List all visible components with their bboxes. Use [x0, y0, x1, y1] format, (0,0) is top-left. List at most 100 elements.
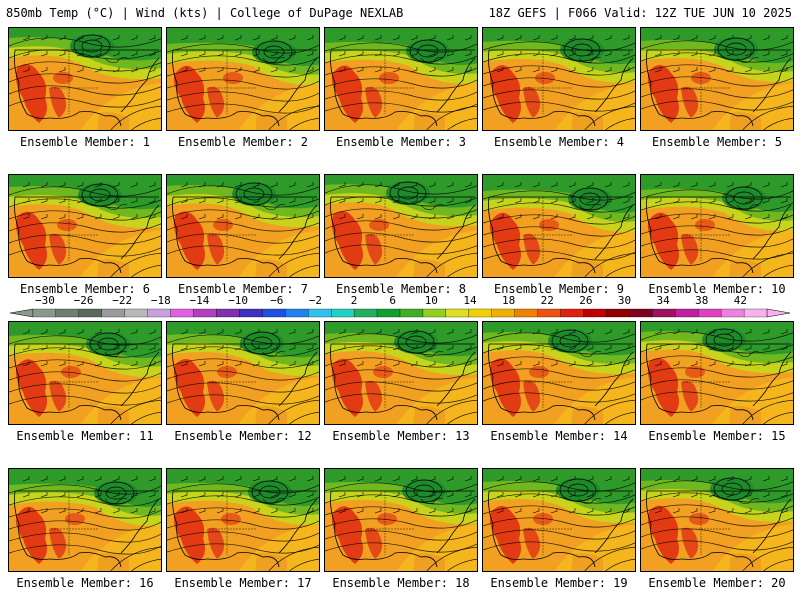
ensemble-member-map-panel: [166, 468, 320, 572]
ensemble-member-label: Ensemble Member: 8: [335, 282, 467, 296]
colorbar-swatch: [78, 308, 102, 318]
colorbar-left-arrow: [9, 308, 34, 318]
colorbar-tick-label: −10: [228, 294, 249, 307]
colorbar-swatch: [331, 308, 355, 318]
ensemble-member-label: Ensemble Member: 5: [651, 135, 783, 149]
temperature-map: [167, 469, 319, 571]
colorbar-swatch: [262, 308, 286, 318]
ensemble-member-map-panel: [324, 27, 478, 131]
temperature-map: [483, 469, 635, 571]
temperature-map: [9, 469, 161, 571]
colorbar-tick-label: 18: [501, 294, 516, 307]
colorbar-swatch: [216, 308, 240, 318]
ensemble-member-map-panel: [166, 321, 320, 425]
temperature-map: [325, 175, 477, 277]
ensemble-member-map-panel: [8, 321, 162, 425]
ensemble-member-label: Ensemble Member: 15: [648, 429, 786, 443]
temperature-map: [641, 469, 793, 571]
ensemble-member-map-panel: [324, 174, 478, 278]
colorbar-swatch: [239, 308, 263, 318]
colorbar-tick-label: 34: [656, 294, 670, 307]
colorbar-swatch: [55, 308, 79, 318]
ensemble-member-label: Ensemble Member: 7: [177, 282, 309, 296]
ensemble-member-label: Ensemble Member: 6: [19, 282, 151, 296]
temperature-map: [325, 322, 477, 424]
ensemble-member-map-panel: [166, 174, 320, 278]
colorbar-tick-label: 2: [350, 294, 358, 307]
colorbar-swatch: [285, 308, 309, 318]
colorbar-tick-label: −14: [189, 294, 210, 307]
colorbar-tick-label: −18: [150, 294, 171, 307]
ensemble-member-map-panel: [8, 174, 162, 278]
colorbar-tick-label: −22: [112, 294, 133, 307]
temperature-map: [641, 28, 793, 130]
colorbar-graphic: [9, 308, 791, 318]
ensemble-member-map-panel: [324, 468, 478, 572]
colorbar-swatch: [308, 308, 332, 318]
ensemble-member-label: Ensemble Member: 1: [19, 135, 151, 149]
colorbar-swatch: [583, 308, 607, 318]
temperature-map: [325, 28, 477, 130]
colorbar-swatch: [376, 308, 401, 318]
colorbar-swatch: [353, 308, 378, 318]
ensemble-member-map-panel: [640, 174, 794, 278]
colorbar-tick-label: 14: [463, 294, 477, 307]
ensemble-member-label: Ensemble Member: 14: [490, 429, 628, 443]
colorbar-swatch: [560, 308, 584, 318]
colorbar-swatch: [170, 308, 194, 318]
temperature-map: [483, 175, 635, 277]
temperature-map: [641, 175, 793, 277]
ensemble-member-label: Ensemble Member: 12: [174, 429, 312, 443]
colorbar-swatch: [629, 308, 653, 318]
ensemble-member-label: Ensemble Member: 10: [648, 282, 786, 296]
ensemble-member-map-panel: [166, 27, 320, 131]
colorbar-swatch: [652, 308, 676, 318]
ensemble-member-label: Ensemble Member: 16: [16, 576, 154, 590]
ensemble-member-label: Ensemble Member: 19: [490, 576, 628, 590]
ensemble-member-map-panel: [482, 468, 636, 572]
colorbar-tick-label: 30: [617, 294, 632, 307]
ensemble-member-label: Ensemble Member: 3: [335, 135, 467, 149]
colorbar-swatch: [32, 308, 57, 318]
colorbar-tick-label: −26: [73, 294, 94, 307]
ensemble-member-map-panel: [482, 27, 636, 131]
colorbar-tick-label: 26: [579, 294, 593, 307]
ensemble-member-label: Ensemble Member: 13: [332, 429, 470, 443]
colorbar-tick-label: 10: [424, 294, 438, 307]
colorbar-tick-label: 38: [695, 294, 709, 307]
colorbar-swatch: [606, 308, 630, 318]
ensemble-member-label: Ensemble Member: 11: [16, 429, 154, 443]
colorbar-swatch: [514, 308, 538, 318]
temperature-map: [483, 28, 635, 130]
colorbar-swatch: [675, 308, 699, 318]
temperature-map: [9, 175, 161, 277]
colorbar-tick-label: 6: [389, 294, 396, 307]
colorbar-swatch: [422, 308, 447, 318]
colorbar-swatch: [399, 308, 424, 318]
temperature-colorbar: −30 −26 −22 −18 −14 −10 −6 −2 2 6 10 14 18 22 26 30 34 38…: [9, 294, 791, 320]
ensemble-member-map-panel: [640, 27, 794, 131]
colorbar-tick-label: 22: [540, 294, 554, 307]
ensemble-member-label: Ensemble Member: 4: [493, 135, 625, 149]
ensemble-member-map-panel: [8, 27, 162, 131]
colorbar-swatch: [537, 308, 561, 318]
temperature-map: [483, 322, 635, 424]
ensemble-member-map-panel: [640, 321, 794, 425]
colorbar-swatch: [743, 308, 768, 318]
header-right: 18Z GEFS | F066 Valid: 12Z TUE JUN 10 20…: [488, 6, 792, 20]
temperature-map: [167, 322, 319, 424]
ensemble-member-label: Ensemble Member: 20: [648, 576, 786, 590]
temperature-map: [167, 28, 319, 130]
colorbar-tick-label: −30: [35, 294, 55, 307]
temperature-map: [9, 28, 161, 130]
colorbar-swatch: [193, 308, 217, 318]
colorbar-swatch: [147, 308, 171, 318]
temperature-map: [167, 175, 319, 277]
colorbar-swatch: [468, 308, 492, 318]
ensemble-member-label: Ensemble Member: 2: [177, 135, 309, 149]
colorbar-swatch: [721, 308, 745, 318]
temperature-map: [325, 469, 477, 571]
header-left: 850mb Temp (°C) | Wind (kts) | College o…: [6, 6, 404, 20]
ensemble-member-label: Ensemble Member: 18: [332, 576, 470, 590]
ensemble-member-map-panel: [640, 468, 794, 572]
